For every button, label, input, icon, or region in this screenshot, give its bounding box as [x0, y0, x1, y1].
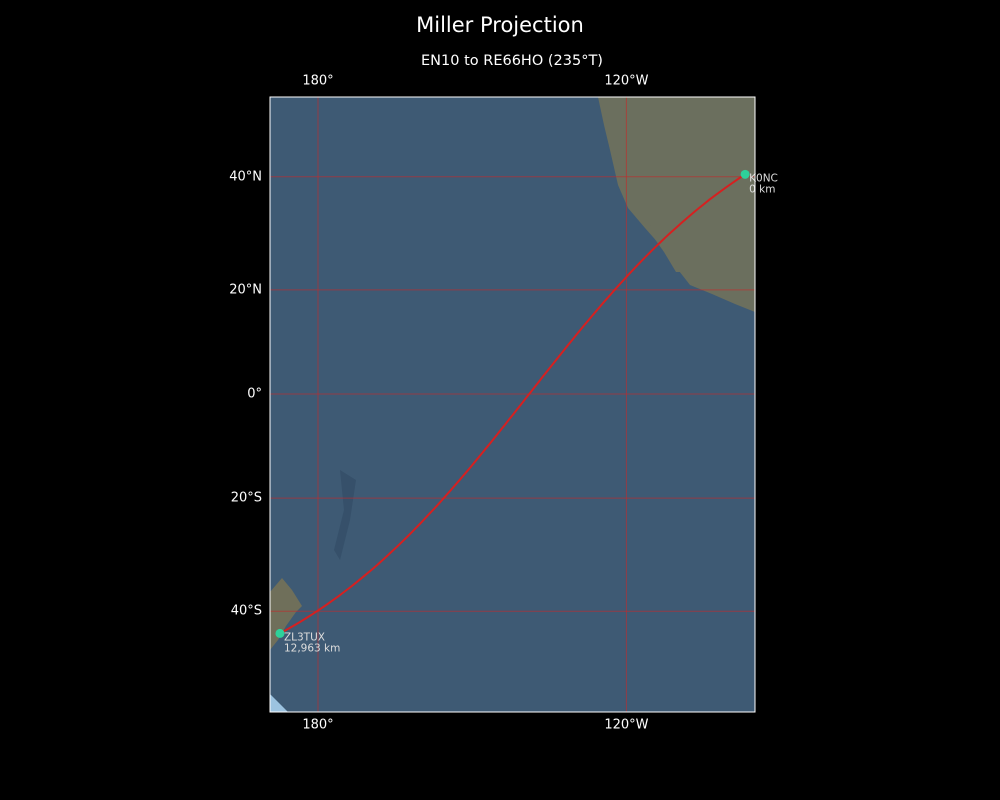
lon-tick-label-bottom: 120°W	[604, 718, 648, 733]
station-distance: 12,963 km	[284, 642, 340, 654]
north-america	[598, 97, 755, 312]
lon-tick-label-top: 180°	[302, 74, 333, 89]
lat-tick-label: 20°S	[231, 491, 262, 506]
lat-tick-label: 40°N	[229, 169, 262, 184]
lat-tick-label: 0°	[247, 387, 262, 402]
station-marker	[275, 628, 285, 638]
station-marker	[740, 169, 750, 179]
map-frame	[269, 96, 756, 713]
trench	[334, 470, 356, 560]
lat-tick-label: 20°N	[229, 282, 262, 297]
lat-tick-label: 40°S	[231, 604, 262, 619]
station-name: ZL3TUX	[284, 631, 325, 643]
station-name: K0NC	[749, 172, 778, 184]
lon-tick-label-bottom: 180°	[302, 718, 333, 733]
lon-tick-label-top: 120°W	[604, 74, 648, 89]
great-circle-route	[279, 173, 746, 635]
ice	[270, 694, 288, 712]
baja-peninsula	[650, 225, 682, 272]
map-area	[270, 97, 755, 712]
station-distance: 0 km	[749, 183, 775, 195]
subtitle: EN10 to RE66HO (235°T)	[421, 53, 603, 69]
title: Miller Projection	[416, 13, 584, 37]
